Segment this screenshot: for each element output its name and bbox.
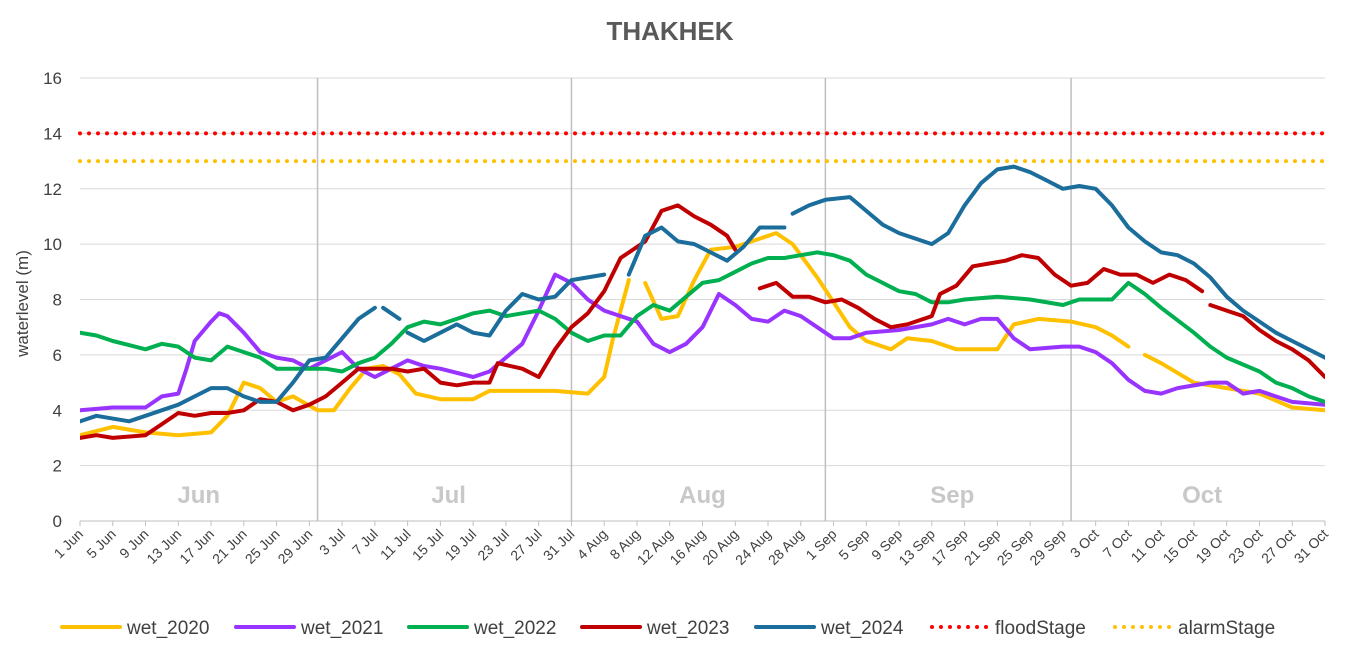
x-tick-label: 3 Oct xyxy=(1067,526,1102,561)
legend-label-alarmstage: alarmStage xyxy=(1178,618,1275,639)
y-tick-label: 10 xyxy=(43,235,62,254)
x-tick-label: 24 Aug xyxy=(732,526,774,568)
x-tick-label: 31 Oct xyxy=(1291,526,1332,567)
x-tick-label: 19 Oct xyxy=(1192,526,1233,567)
legend-label-wet-2021: wet_2021 xyxy=(300,618,383,639)
x-tick-label: 19 Jul xyxy=(442,526,480,564)
y-tick-label: 12 xyxy=(43,180,62,199)
legend-label-wet-2024: wet_2024 xyxy=(820,618,904,639)
month-label: Aug xyxy=(679,482,726,509)
y-tick-label: 6 xyxy=(53,346,62,365)
month-label: Sep xyxy=(930,482,974,509)
y-tick-label: 16 xyxy=(43,69,62,88)
x-tick-label: 16 Aug xyxy=(666,526,708,568)
chart-title: THAKHEK xyxy=(606,16,733,46)
y-tick-label: 14 xyxy=(43,124,62,143)
x-tick-label: 7 Jul xyxy=(349,526,381,558)
x-tick-label: 1 Sep xyxy=(802,526,839,563)
x-tick-label: 11 Jul xyxy=(377,526,414,563)
x-tick-label: 11 Oct xyxy=(1128,526,1168,566)
series-line-wet-2022 xyxy=(80,250,1325,404)
series-line-wet-2024 xyxy=(790,164,1325,361)
series-line-wet-2024 xyxy=(405,272,607,343)
x-tick-label: 31 Jul xyxy=(540,526,578,564)
series-line-wet-2024 xyxy=(626,225,787,277)
series-line-wet-2024 xyxy=(381,305,402,321)
legend-label-wet-2022: wet_2022 xyxy=(473,618,556,639)
x-tick-label: 29 Sep xyxy=(1026,526,1069,569)
month-label: Oct xyxy=(1182,482,1222,509)
x-tick-label: 27 Oct xyxy=(1258,526,1299,567)
x-tick-label: 27 Jul xyxy=(507,526,545,564)
series-line-wet-2023 xyxy=(1208,303,1325,379)
x-tick-label: 15 Jul xyxy=(409,526,447,564)
x-tick-label: 15 Oct xyxy=(1160,526,1201,567)
series-line-wet-2020 xyxy=(80,278,631,438)
x-tick-label: 4 Aug xyxy=(574,526,611,563)
series-line-wet-2023 xyxy=(757,253,1205,330)
legend-label-floodstage: floodStage xyxy=(995,618,1086,639)
y-tick-label: 0 xyxy=(53,512,62,531)
x-tick-label: 5 Sep xyxy=(835,526,872,563)
legend-label-wet-2020: wet_2020 xyxy=(126,618,209,639)
x-tick-label: 23 Oct xyxy=(1225,526,1266,567)
x-tick-label: 17 Jun xyxy=(176,526,217,567)
x-tick-label: 29 Jun xyxy=(274,526,315,567)
series-line-wet-2020 xyxy=(1142,352,1325,413)
y-tick-label: 8 xyxy=(53,291,62,310)
x-tick-label: 25 Jun xyxy=(242,526,283,567)
x-tick-label: 5 Jun xyxy=(83,526,119,562)
month-label: Jun xyxy=(177,482,220,509)
legend-label-wet-2023: wet_2023 xyxy=(646,618,729,639)
x-tick-label: 28 Aug xyxy=(765,526,807,568)
x-tick-label: 20 Aug xyxy=(699,526,741,568)
series-line-wet-2023 xyxy=(80,203,738,440)
y-axis-label: waterlevel (m) xyxy=(13,250,32,358)
x-tick-label: 1 Jun xyxy=(51,526,87,562)
series-line-wet-2024 xyxy=(80,305,377,424)
x-tick-label: 13 Jun xyxy=(143,526,184,567)
month-label: Jul xyxy=(431,482,466,509)
y-tick-label: 2 xyxy=(53,457,62,476)
x-tick-label: 3 Jul xyxy=(316,526,348,558)
x-tick-label: 21 Jun xyxy=(209,526,250,567)
x-tick-label: 12 Aug xyxy=(634,526,676,568)
y-tick-label: 4 xyxy=(53,401,62,420)
series-line-wet-2021 xyxy=(80,272,1325,413)
x-tick-label: 23 Jul xyxy=(474,526,512,564)
